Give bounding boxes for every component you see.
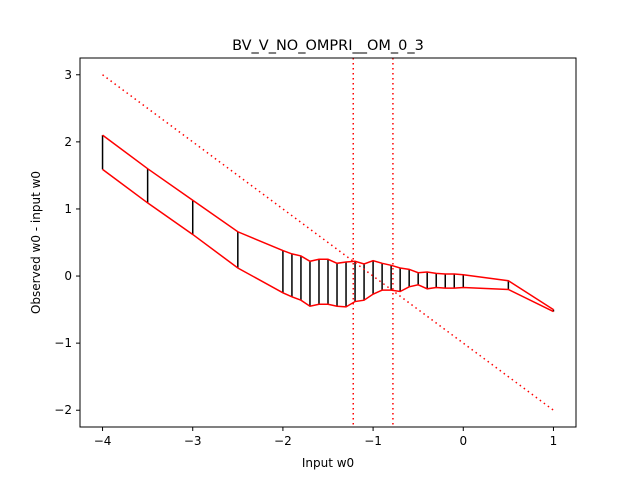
y-tick-label: −2 [54,403,72,417]
lower-band-line [102,168,554,313]
x-axis-label: Input w0 [302,456,354,470]
plot-area [79,57,577,428]
x-tick-label: −3 [184,434,202,448]
x-tick-label: −4 [94,434,112,448]
y-tick-label: 3 [64,68,72,82]
chart-title: BV_V_NO_OMPRI__OM_0_3 [232,38,424,54]
x-tick-label: 1 [550,434,558,448]
y-axis-label: Observed w0 - input w0 [29,171,43,314]
x-tick-label: −2 [274,434,292,448]
y-tick-label: −1 [54,336,72,350]
y-tick-label: 2 [64,135,72,149]
axes-frame [79,57,577,428]
upper-band-line [102,134,554,311]
reference-diagonal-line [102,74,554,411]
plot-content [101,58,555,427]
x-tick-label: 0 [459,434,467,448]
x-tick-label: −1 [364,434,382,448]
axis-ticks: −4 −3 −2 −1 0 1 −2 −1 0 1 2 3 [54,68,557,448]
y-tick-label: 1 [64,202,72,216]
y-tick-label: 0 [64,269,72,283]
